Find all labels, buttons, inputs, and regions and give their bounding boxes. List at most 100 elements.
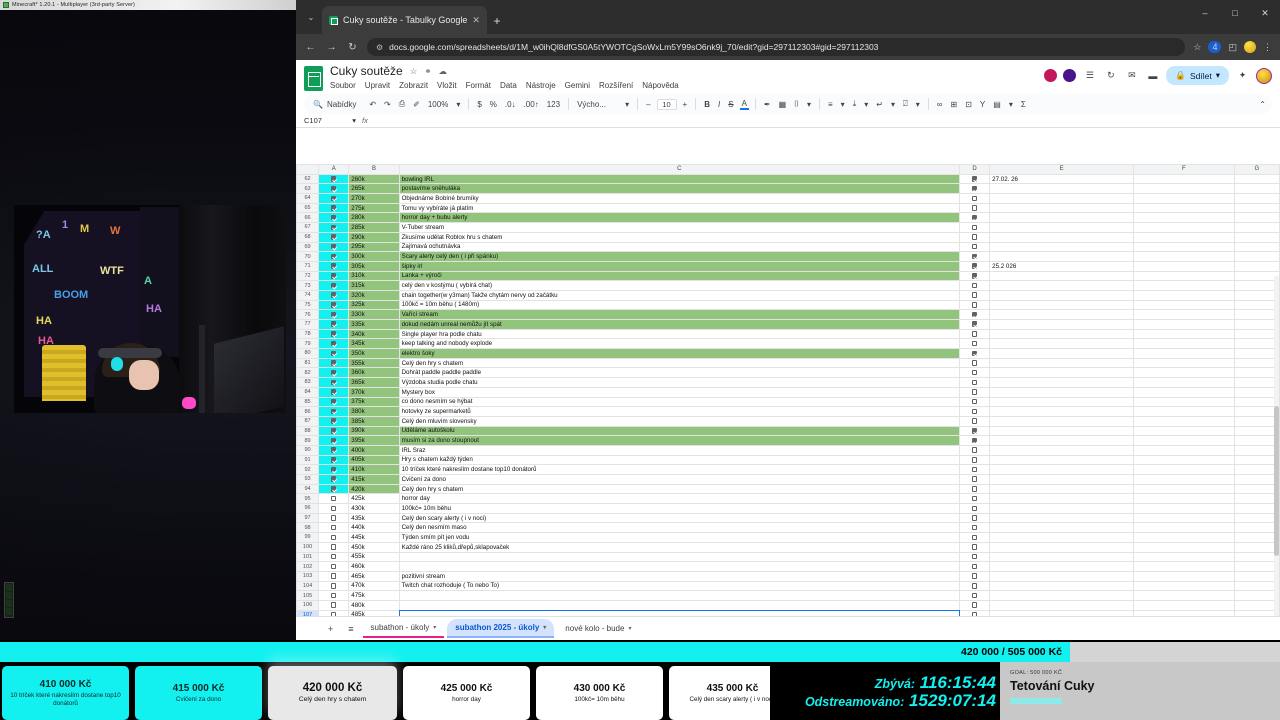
cell-e-date[interactable] xyxy=(989,435,1135,446)
table-row[interactable]: 76 330k Vařící stream xyxy=(296,309,1280,320)
cell-d-checkbox[interactable] xyxy=(958,483,991,495)
rotation-chevron-down-icon[interactable]: ▾ xyxy=(915,99,920,109)
cell-a-checkbox[interactable] xyxy=(318,415,350,427)
table-row[interactable]: 90 400k IRL Sraz xyxy=(296,444,1280,456)
cell-e-date[interactable] xyxy=(989,231,1135,243)
cell-d-checkbox[interactable] xyxy=(958,357,991,369)
cell-c-task[interactable] xyxy=(398,599,961,611)
checkbox[interactable] xyxy=(971,389,978,395)
cell-b-amount[interactable]: 275k xyxy=(348,202,400,214)
row-number[interactable]: 104 xyxy=(296,580,320,592)
checkbox[interactable] xyxy=(971,253,978,260)
cell-f[interactable] xyxy=(1133,396,1235,408)
font-size-input[interactable]: 10 xyxy=(656,98,677,110)
row-number[interactable]: 94 xyxy=(296,483,320,495)
table-row[interactable]: 101 455k xyxy=(296,551,1280,563)
cell-b-amount[interactable]: 395k xyxy=(348,435,400,446)
table-row[interactable]: 97 435k Celý den scary alerty ( i v noci) xyxy=(296,512,1280,524)
row-number[interactable]: 78 xyxy=(296,328,320,340)
cell-d-checkbox[interactable] xyxy=(958,415,991,427)
row-number[interactable]: 87 xyxy=(296,415,320,427)
cell-a-checkbox[interactable] xyxy=(318,173,350,185)
cell-f[interactable] xyxy=(1133,377,1235,388)
cell-f[interactable] xyxy=(1133,309,1235,320)
name-box[interactable]: C107 ▾ xyxy=(304,116,356,125)
table-row[interactable]: 99 445k Týden smím pít jen vodu xyxy=(296,532,1280,543)
cell-d-checkbox[interactable] xyxy=(958,328,991,340)
column-header-e[interactable]: E xyxy=(989,164,1135,175)
cell-g[interactable] xyxy=(1233,289,1280,301)
cell-b-amount[interactable]: 290k xyxy=(348,231,400,243)
cell-a-checkbox[interactable] xyxy=(318,319,350,330)
cell-d-checkbox[interactable] xyxy=(958,503,991,514)
cell-g[interactable] xyxy=(1233,357,1280,369)
cell-e-date[interactable] xyxy=(989,328,1135,340)
add-sheet-button[interactable]: + xyxy=(328,623,334,634)
cell-g[interactable] xyxy=(1233,570,1280,582)
cloud-icon[interactable]: ☁ xyxy=(438,65,447,76)
cell-f[interactable] xyxy=(1133,474,1235,485)
cell-g[interactable] xyxy=(1233,270,1280,282)
cell-a-checkbox[interactable] xyxy=(318,338,350,350)
menu-soubor[interactable]: Soubor xyxy=(330,81,356,90)
table-row[interactable]: 73 315k celý den v kostýmu ( vybírá chat) xyxy=(296,280,1280,291)
cell-g[interactable] xyxy=(1233,338,1280,350)
cell-g[interactable] xyxy=(1233,599,1280,611)
cell-e-date[interactable] xyxy=(989,522,1135,534)
table-row[interactable]: 105 475k xyxy=(296,590,1280,601)
font-chevron-down-icon[interactable]: ▾ xyxy=(625,99,630,109)
cell-b-amount[interactable]: 295k xyxy=(348,241,400,253)
table-row[interactable]: 77 335k dokud nedám unreal nemůžu jít spát xyxy=(296,319,1280,330)
cell-c-task[interactable]: Objednáme Bobíné brumíky xyxy=(398,193,961,204)
cell-f[interactable] xyxy=(1133,599,1235,611)
cell-e-date[interactable]: 27.02. 26 xyxy=(989,173,1135,185)
cell-b-amount[interactable]: 435k xyxy=(348,512,400,524)
cell-f[interactable] xyxy=(1133,435,1235,446)
checkbox[interactable] xyxy=(971,302,978,308)
cell-f[interactable] xyxy=(1133,270,1235,282)
cell-d-checkbox[interactable] xyxy=(958,183,991,195)
table-row[interactable]: 68 290k Zkusíme udělat Roblox hru s chatem xyxy=(296,231,1280,243)
cell-g[interactable] xyxy=(1233,183,1280,195)
row-number[interactable]: 67 xyxy=(296,222,320,233)
sheet-tab-subathon-2025-ukoly[interactable]: subathon 2025 - úkoly ▾ xyxy=(447,619,555,638)
checkbox[interactable] xyxy=(330,185,337,192)
checkbox[interactable] xyxy=(330,273,337,279)
checkbox[interactable] xyxy=(330,505,337,512)
cell-b-amount[interactable]: 300k xyxy=(348,251,400,262)
cell-a-checkbox[interactable] xyxy=(318,570,350,582)
cell-d-checkbox[interactable] xyxy=(958,464,991,475)
checkbox[interactable] xyxy=(971,476,978,482)
checkbox[interactable] xyxy=(330,553,337,560)
cell-b-amount[interactable]: 475k xyxy=(348,590,400,601)
cell-b-amount[interactable]: 370k xyxy=(348,386,400,398)
cell-c-task[interactable]: Cvičení za dono xyxy=(398,474,961,485)
cell-d-checkbox[interactable] xyxy=(958,193,991,204)
cell-b-amount[interactable]: 390k xyxy=(348,425,400,437)
cell-a-checkbox[interactable] xyxy=(318,406,350,417)
cell-d-checkbox[interactable] xyxy=(958,406,991,417)
checkbox[interactable] xyxy=(330,302,337,308)
cell-g[interactable] xyxy=(1233,454,1280,466)
cell-c-task[interactable]: Zkusíme udělat Roblox hru s chatem xyxy=(398,231,961,243)
cell-d-checkbox[interactable] xyxy=(958,551,991,563)
cell-c-task[interactable]: 100kč= 10m běhu xyxy=(398,503,961,514)
checkbox[interactable] xyxy=(971,360,978,366)
row-number[interactable]: 85 xyxy=(296,396,320,408)
meet-camera-icon[interactable]: ▬ xyxy=(1148,70,1158,81)
cell-f[interactable] xyxy=(1133,425,1235,437)
cell-d-checkbox[interactable] xyxy=(958,348,991,359)
cell-a-checkbox[interactable] xyxy=(318,474,350,485)
cell-e-date[interactable] xyxy=(989,415,1135,427)
cell-c-task[interactable]: keep talking and nobody explode xyxy=(398,338,961,350)
checkbox[interactable] xyxy=(330,321,337,327)
row-number[interactable]: 75 xyxy=(296,299,320,311)
cell-g[interactable] xyxy=(1233,309,1280,320)
cell-c-task[interactable]: šipky irl xyxy=(398,260,961,272)
cell-d-checkbox[interactable] xyxy=(958,212,991,224)
checkbox[interactable] xyxy=(971,263,978,269)
row-number[interactable]: 81 xyxy=(296,357,320,369)
cell-c-task[interactable]: Twitch chat rozhoduje ( To nebo To) xyxy=(398,580,961,592)
checkbox[interactable] xyxy=(971,505,978,512)
row-number[interactable]: 100 xyxy=(296,541,320,553)
